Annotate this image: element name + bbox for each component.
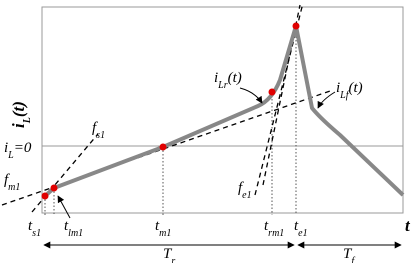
line-label: fe1 — [238, 180, 252, 201]
time-label: tm1 — [155, 218, 171, 239]
time-label: tlm1 — [64, 218, 83, 239]
tangent-lines — [1, 2, 331, 213]
pointer — [317, 91, 336, 109]
time-guides — [44, 26, 297, 215]
time-label: te1 — [294, 218, 308, 239]
line-label: iLf(t) — [336, 80, 363, 101]
interval-label: Tf — [343, 246, 355, 263]
time-label: trm1 — [264, 218, 284, 239]
line-label: iLr(t) — [214, 70, 242, 91]
interval-label: Tr — [163, 246, 175, 263]
line-label: fm1 — [4, 172, 20, 193]
zero-label: iL=0 — [4, 140, 32, 161]
x-axis-label: t — [405, 216, 411, 235]
y-axis-label: iL(t) — [9, 101, 33, 128]
time-label: ts1 — [28, 218, 41, 239]
points — [41, 22, 300, 200]
current-waveform — [43, 24, 405, 198]
pointer — [239, 87, 263, 104]
frame — [41, 6, 404, 214]
pointer — [57, 195, 71, 219]
line-label: fs1 — [92, 120, 105, 141]
